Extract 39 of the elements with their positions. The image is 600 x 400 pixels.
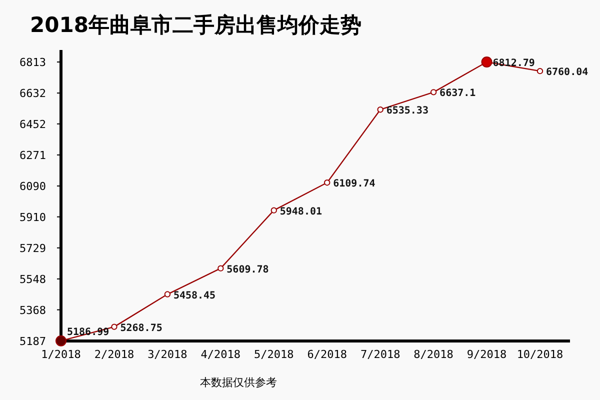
x-tick-label: 6/2018 (307, 348, 347, 361)
y-tick-label: 5187 (20, 334, 46, 348)
x-tick-label: 1/2018 (41, 348, 81, 361)
data-label: 5948.01 (280, 206, 322, 218)
point (111, 324, 118, 330)
y-tick-label: 6813 (20, 56, 46, 70)
y-tick-label: 5910 (20, 210, 46, 224)
x-tick-label: 3/2018 (148, 348, 188, 361)
x-tick-label: 5/2018 (254, 348, 294, 361)
data-label: 5609.78 (226, 264, 269, 276)
data-label: 6535.33 (386, 106, 428, 117)
data-label: 6812.79 (492, 58, 535, 70)
y-tick-label: 6632 (20, 87, 46, 100)
x-tick-label: 7/2018 (360, 348, 400, 361)
data-label: 6637.1 (440, 88, 476, 100)
y-tick-label: 6271 (20, 148, 46, 162)
point (430, 89, 437, 96)
text: 本数据仅供参考 (200, 376, 277, 389)
chart-title: 2018年曲阜市二手房出售均价走势 (30, 13, 362, 37)
data-label: 5268.75 (120, 322, 162, 334)
y-tick-label: 6452 (20, 118, 46, 131)
x-tick-label: 8/2018 (414, 348, 454, 361)
x-tick-label: 2/2018 (94, 348, 134, 361)
point (218, 265, 224, 272)
x-tick-label: 10/2018 (516, 348, 564, 361)
y-tick-label: 5548 (20, 272, 46, 286)
data-label: 5458.45 (173, 290, 216, 302)
data-label: 6760.04 (546, 67, 588, 78)
point (324, 180, 330, 186)
point (536, 68, 544, 74)
y-tick-label: 5368 (20, 304, 46, 317)
data-label: 6109.74 (333, 178, 376, 190)
y-tick-label: 5729 (20, 242, 46, 255)
point (270, 207, 277, 214)
y-tick-label: 6090 (20, 180, 46, 193)
x-tick-label: 9/2018 (466, 348, 507, 361)
x-tick-label: 4/2018 (200, 348, 241, 361)
point (377, 106, 384, 113)
point (164, 291, 171, 298)
